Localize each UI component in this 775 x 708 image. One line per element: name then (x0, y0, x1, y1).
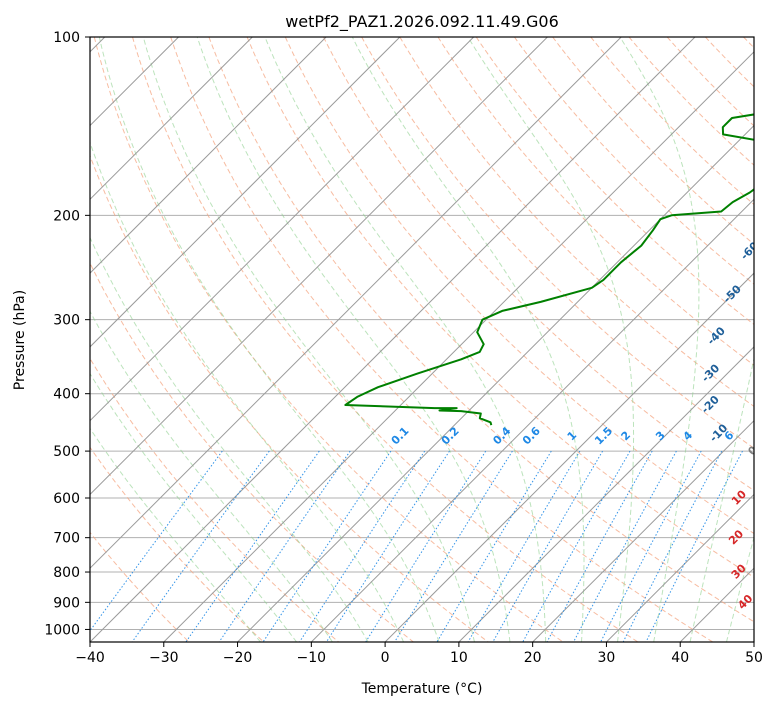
mixing-ratio-lines (90, 450, 743, 642)
dry-adiabat-line (513, 37, 754, 285)
x-tick-label: −20 (223, 650, 253, 666)
mixing-ratio-line (394, 450, 513, 642)
moist-adiabat-line (619, 37, 700, 642)
dry-adiabat-line (437, 37, 754, 366)
isotherm-line (90, 37, 327, 274)
pressure-gridlines (90, 37, 754, 630)
moist-adiabat-line (196, 37, 511, 642)
isotherm-line (532, 419, 754, 642)
y-axis-label: Pressure (hPa) (12, 290, 28, 390)
y-tick-label: 400 (53, 387, 80, 403)
mixing-ratio-line (299, 450, 426, 642)
x-tick-label: 10 (450, 650, 468, 666)
dry-adiabat-line (90, 154, 489, 642)
moist-adiabat-line (90, 372, 298, 642)
dry-adiabat-line (552, 37, 754, 245)
sounding-series (344, 113, 754, 426)
x-tick-label: 30 (598, 650, 616, 666)
mixing-ratio-line (546, 450, 653, 642)
x-tick-label: −40 (75, 650, 105, 666)
x-axis: −40 −30 −20 −10 0 10 20 30 40 50 (75, 642, 763, 666)
moist-adiabat-line (689, 356, 754, 642)
x-tick-label: 40 (671, 650, 689, 666)
plot-frame (89, 36, 755, 643)
mixing-ratio-line (600, 450, 702, 642)
dry-adiabat-line (284, 37, 754, 535)
x-axis-label: Temperature (°C) (361, 681, 483, 697)
isotherm-line (90, 37, 622, 569)
plot-area: -100-90-80-70-60-50-40-30-20-10102030400… (90, 37, 766, 642)
y-tick-label: 800 (53, 565, 80, 581)
dry-adiabat-line (628, 37, 754, 166)
mixing-ratio-line (645, 450, 743, 642)
mixing-ratio-line (131, 450, 270, 642)
moist-adiabat-label: 40 (735, 592, 755, 612)
moist-adiabat-line (726, 535, 754, 642)
dry-adiabat-line (170, 37, 713, 642)
mixing-ratio-line (365, 450, 487, 642)
x-tick-label: −10 (297, 650, 327, 666)
isotherm-line (163, 51, 754, 642)
y-tick-label: 500 (53, 444, 80, 460)
mixing-ratio-line (492, 450, 604, 642)
parcel-marker-label: 0 (745, 443, 760, 458)
isotherm-line (90, 37, 548, 496)
dry-adiabat-line (323, 37, 754, 492)
mixing-ratio-line (218, 450, 351, 642)
isotherm-line (90, 37, 475, 422)
y-axis: 100 200 300 400 500 600 700 800 900 1000 (44, 30, 90, 638)
dry-adiabats (90, 37, 754, 642)
moist-adiabat-line (142, 37, 475, 642)
y-tick-label: 900 (53, 595, 80, 611)
isotherm-line (90, 37, 696, 642)
dry-adiabat-line (90, 446, 265, 642)
mixing-ratio-line (185, 450, 320, 642)
chart-title: wetPf2_PAZ1.2026.092.11.49.G06 (285, 12, 559, 32)
y-tick-label: 700 (53, 531, 80, 547)
dry-adiabat-line (132, 37, 639, 642)
x-tick-label: 0 (381, 650, 390, 666)
x-tick-label: 20 (524, 650, 542, 666)
mixing-ratio-line (622, 450, 723, 642)
mixing-ratio-line (522, 450, 631, 642)
moist-adiabat-line (90, 140, 405, 642)
dry-adiabat-line (90, 262, 414, 642)
y-tick-label: 200 (53, 208, 80, 224)
dewpoint-profile-line (344, 113, 754, 426)
dry-adiabat-line (208, 37, 754, 623)
moist-adiabat-line (90, 310, 333, 642)
mixing-ratio-line (573, 450, 677, 642)
y-tick-label: 100 (53, 30, 80, 46)
y-tick-label: 600 (53, 491, 80, 507)
moist-adiabat-line (90, 427, 261, 642)
isotherm-line (90, 37, 401, 348)
mixing-ratio-line (467, 450, 581, 642)
y-tick-label: 1000 (44, 622, 80, 638)
moist-adiabat-line (98, 37, 440, 642)
isotherm-line (606, 493, 754, 642)
moist-adiabat-line (90, 236, 369, 642)
x-tick-label: 50 (745, 650, 763, 666)
mixing-ratio-label: 8 (751, 429, 766, 444)
y-tick-label: 300 (53, 313, 80, 329)
mixing-ratio-line (90, 450, 223, 632)
isotherm-line (458, 346, 754, 642)
isotherm-line (310, 198, 754, 642)
x-tick-label: −30 (149, 650, 179, 666)
isotherm-line (384, 272, 754, 642)
dry-adiabat-line (246, 37, 754, 578)
dry-adiabat-line (399, 37, 754, 408)
isotherm-line (90, 37, 253, 201)
moist-adiabat-line (264, 37, 547, 642)
